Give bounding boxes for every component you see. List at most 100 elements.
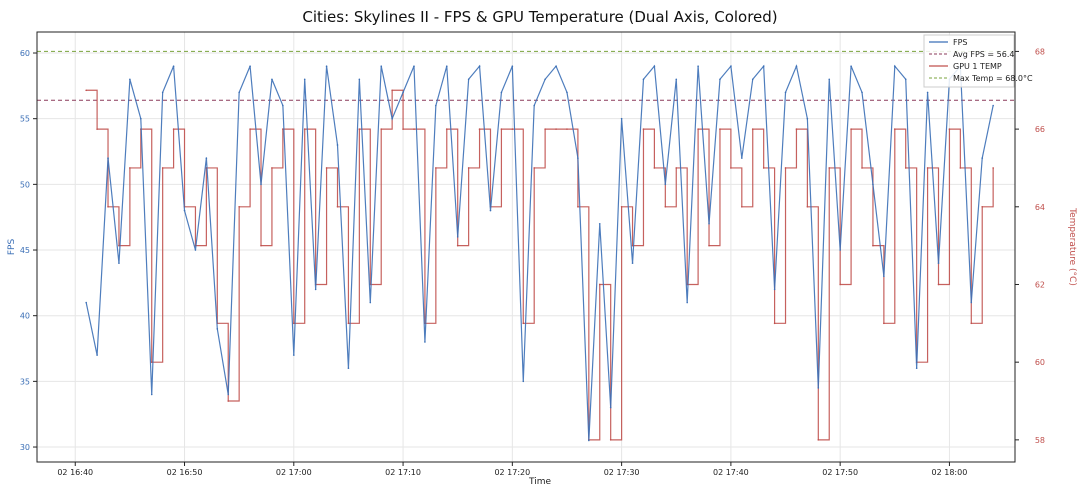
data-point bbox=[347, 322, 350, 325]
data-point bbox=[697, 65, 699, 67]
data-point bbox=[762, 65, 765, 67]
data-point bbox=[893, 65, 896, 67]
data-point bbox=[325, 65, 328, 67]
data-point bbox=[981, 205, 984, 208]
data-point bbox=[970, 301, 973, 304]
x-tick-label: 02 17:00 bbox=[276, 468, 312, 477]
data-point bbox=[566, 91, 568, 94]
data-point bbox=[424, 341, 426, 343]
data-point bbox=[773, 288, 776, 291]
data-point bbox=[456, 244, 459, 247]
data-point bbox=[697, 128, 699, 130]
data-point bbox=[402, 128, 404, 130]
y-tick-label: 50 bbox=[20, 180, 30, 189]
data-point bbox=[140, 117, 142, 120]
data-point bbox=[271, 167, 273, 169]
data-point bbox=[336, 144, 339, 146]
x-tick-label: 02 16:40 bbox=[57, 468, 93, 477]
data-point bbox=[566, 128, 568, 130]
data-point bbox=[992, 104, 994, 107]
data-point bbox=[588, 439, 590, 442]
data-point bbox=[544, 128, 546, 130]
data-point bbox=[85, 301, 87, 304]
data-point bbox=[227, 400, 230, 402]
data-point bbox=[937, 283, 940, 286]
data-point bbox=[150, 361, 153, 363]
x-tick-label: 02 17:40 bbox=[713, 468, 749, 477]
data-point bbox=[413, 65, 415, 67]
x-tick-label: 02 16:50 bbox=[167, 468, 203, 477]
data-point bbox=[784, 167, 787, 169]
data-point bbox=[620, 117, 623, 120]
data-point bbox=[522, 380, 525, 383]
data-point bbox=[577, 157, 579, 159]
data-point bbox=[904, 167, 907, 169]
data-point bbox=[850, 65, 852, 67]
data-point bbox=[435, 104, 437, 107]
data-point bbox=[183, 209, 186, 212]
data-point bbox=[467, 167, 470, 169]
data-point bbox=[926, 91, 929, 94]
data-point bbox=[981, 157, 984, 159]
data-point bbox=[762, 167, 765, 169]
data-point bbox=[828, 167, 831, 169]
data-point bbox=[653, 65, 656, 67]
data-point bbox=[708, 244, 710, 247]
data-point bbox=[653, 167, 656, 169]
data-point bbox=[85, 89, 87, 92]
data-point bbox=[631, 262, 634, 264]
y-tick-label: 40 bbox=[20, 312, 30, 321]
data-point bbox=[773, 322, 776, 325]
data-point bbox=[271, 78, 273, 81]
y2-tick-label: 58 bbox=[1035, 436, 1045, 445]
data-point bbox=[904, 78, 907, 81]
data-point bbox=[883, 275, 885, 278]
data-point bbox=[850, 128, 852, 130]
legend-avg-fps: Avg FPS = 56.4 bbox=[953, 50, 1014, 59]
data-point bbox=[129, 167, 131, 169]
data-point bbox=[806, 205, 809, 208]
data-point bbox=[872, 183, 874, 186]
data-point bbox=[194, 249, 197, 251]
data-point bbox=[620, 205, 623, 208]
data-point bbox=[959, 167, 962, 169]
data-point bbox=[303, 128, 306, 130]
data-point bbox=[893, 128, 896, 130]
data-point bbox=[260, 183, 262, 186]
data-point bbox=[325, 167, 328, 169]
data-point bbox=[609, 439, 612, 441]
x-tick-label: 02 17:30 bbox=[604, 468, 640, 477]
data-point bbox=[292, 322, 295, 325]
data-point bbox=[445, 128, 448, 130]
data-point bbox=[500, 91, 503, 94]
data-point bbox=[282, 128, 284, 130]
data-point bbox=[413, 128, 415, 130]
data-point bbox=[172, 65, 175, 67]
legend-max-temp: Max Temp = 68.0°C bbox=[953, 74, 1033, 83]
data-point bbox=[238, 205, 240, 208]
data-point bbox=[118, 262, 120, 264]
y-axis-label: FPS bbox=[7, 239, 17, 256]
data-point bbox=[205, 157, 208, 159]
x-tick-label: 02 17:10 bbox=[385, 468, 421, 477]
x-tick-label: 02 17:20 bbox=[494, 468, 530, 477]
series-line-gpu-1-temp bbox=[86, 89, 994, 441]
data-point bbox=[686, 301, 688, 304]
data-point bbox=[522, 322, 525, 325]
data-point bbox=[795, 65, 798, 67]
data-point bbox=[478, 65, 481, 67]
y-tick-label: 35 bbox=[20, 377, 30, 386]
data-point bbox=[391, 117, 393, 120]
data-point bbox=[445, 65, 448, 67]
data-point bbox=[719, 78, 721, 81]
data-point bbox=[555, 128, 557, 130]
data-point bbox=[730, 167, 732, 169]
data-point bbox=[741, 205, 743, 208]
data-point bbox=[642, 78, 645, 81]
y2-tick-label: 68 bbox=[1035, 47, 1045, 56]
data-point bbox=[806, 117, 809, 120]
data-point bbox=[358, 78, 361, 81]
data-point bbox=[992, 167, 994, 169]
